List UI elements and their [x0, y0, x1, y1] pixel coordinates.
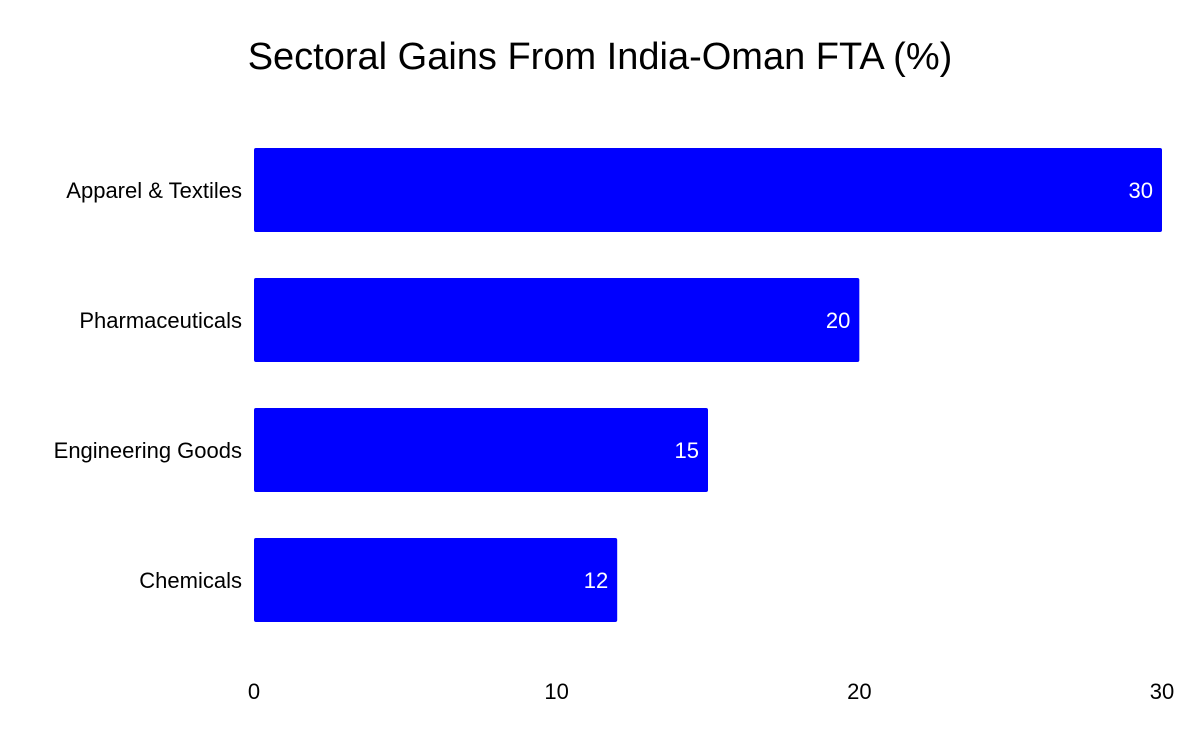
bar — [254, 278, 860, 362]
x-tick-label: 10 — [544, 679, 568, 704]
x-tick-label: 20 — [847, 679, 871, 704]
value-label: 15 — [675, 438, 699, 463]
bar — [254, 408, 708, 492]
bars-layer — [254, 148, 1162, 622]
value-label: 20 — [826, 308, 850, 333]
value-labels: 30 20 15 12 — [584, 178, 1153, 593]
chart-title: Sectoral Gains From India-Oman FTA (%) — [248, 36, 953, 78]
category-labels: Apparel & Textiles Pharmaceuticals Enginee… — [54, 178, 242, 593]
value-label: 12 — [584, 568, 608, 593]
value-label: 30 — [1129, 178, 1153, 203]
bar — [254, 538, 618, 622]
category-label: Chemicals — [139, 568, 242, 593]
category-label: Pharmaceuticals — [79, 308, 242, 333]
category-label: Engineering Goods — [54, 438, 242, 463]
x-axis-ticks: 0 10 20 30 — [248, 679, 1174, 704]
category-label: Apparel & Textiles — [66, 178, 242, 203]
x-tick-label: 30 — [1150, 679, 1174, 704]
bar — [254, 148, 1162, 232]
x-tick-label: 0 — [248, 679, 260, 704]
